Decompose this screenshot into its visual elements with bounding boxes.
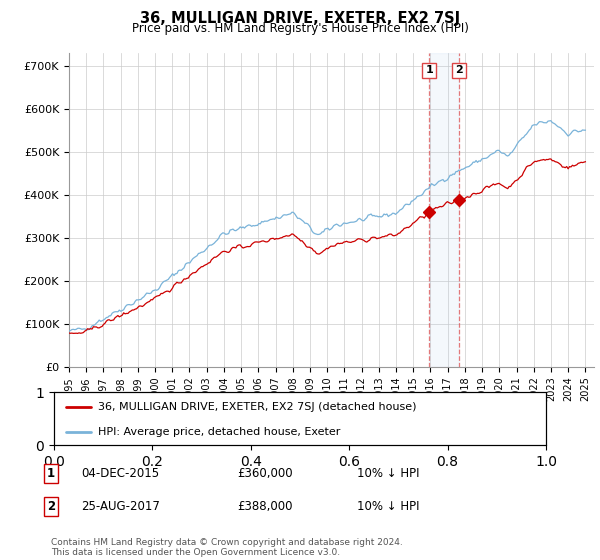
Text: 10% ↓ HPI: 10% ↓ HPI bbox=[357, 466, 419, 480]
Text: HPI: Average price, detached house, Exeter: HPI: Average price, detached house, Exet… bbox=[98, 427, 341, 437]
Text: 2: 2 bbox=[47, 500, 55, 514]
Text: 04-DEC-2015: 04-DEC-2015 bbox=[81, 466, 159, 480]
Text: 36, MULLIGAN DRIVE, EXETER, EX2 7SJ: 36, MULLIGAN DRIVE, EXETER, EX2 7SJ bbox=[140, 11, 460, 26]
Text: 10% ↓ HPI: 10% ↓ HPI bbox=[357, 500, 419, 514]
Text: 36, MULLIGAN DRIVE, EXETER, EX2 7SJ (detached house): 36, MULLIGAN DRIVE, EXETER, EX2 7SJ (det… bbox=[98, 402, 417, 412]
Text: £388,000: £388,000 bbox=[237, 500, 293, 514]
Text: Price paid vs. HM Land Registry's House Price Index (HPI): Price paid vs. HM Land Registry's House … bbox=[131, 22, 469, 35]
Text: Contains HM Land Registry data © Crown copyright and database right 2024.
This d: Contains HM Land Registry data © Crown c… bbox=[51, 538, 403, 557]
Text: 25-AUG-2017: 25-AUG-2017 bbox=[81, 500, 160, 514]
Text: 1: 1 bbox=[47, 466, 55, 480]
Text: £360,000: £360,000 bbox=[237, 466, 293, 480]
Text: 2: 2 bbox=[455, 66, 463, 76]
Text: 1: 1 bbox=[425, 66, 433, 76]
Bar bbox=[429, 53, 459, 367]
